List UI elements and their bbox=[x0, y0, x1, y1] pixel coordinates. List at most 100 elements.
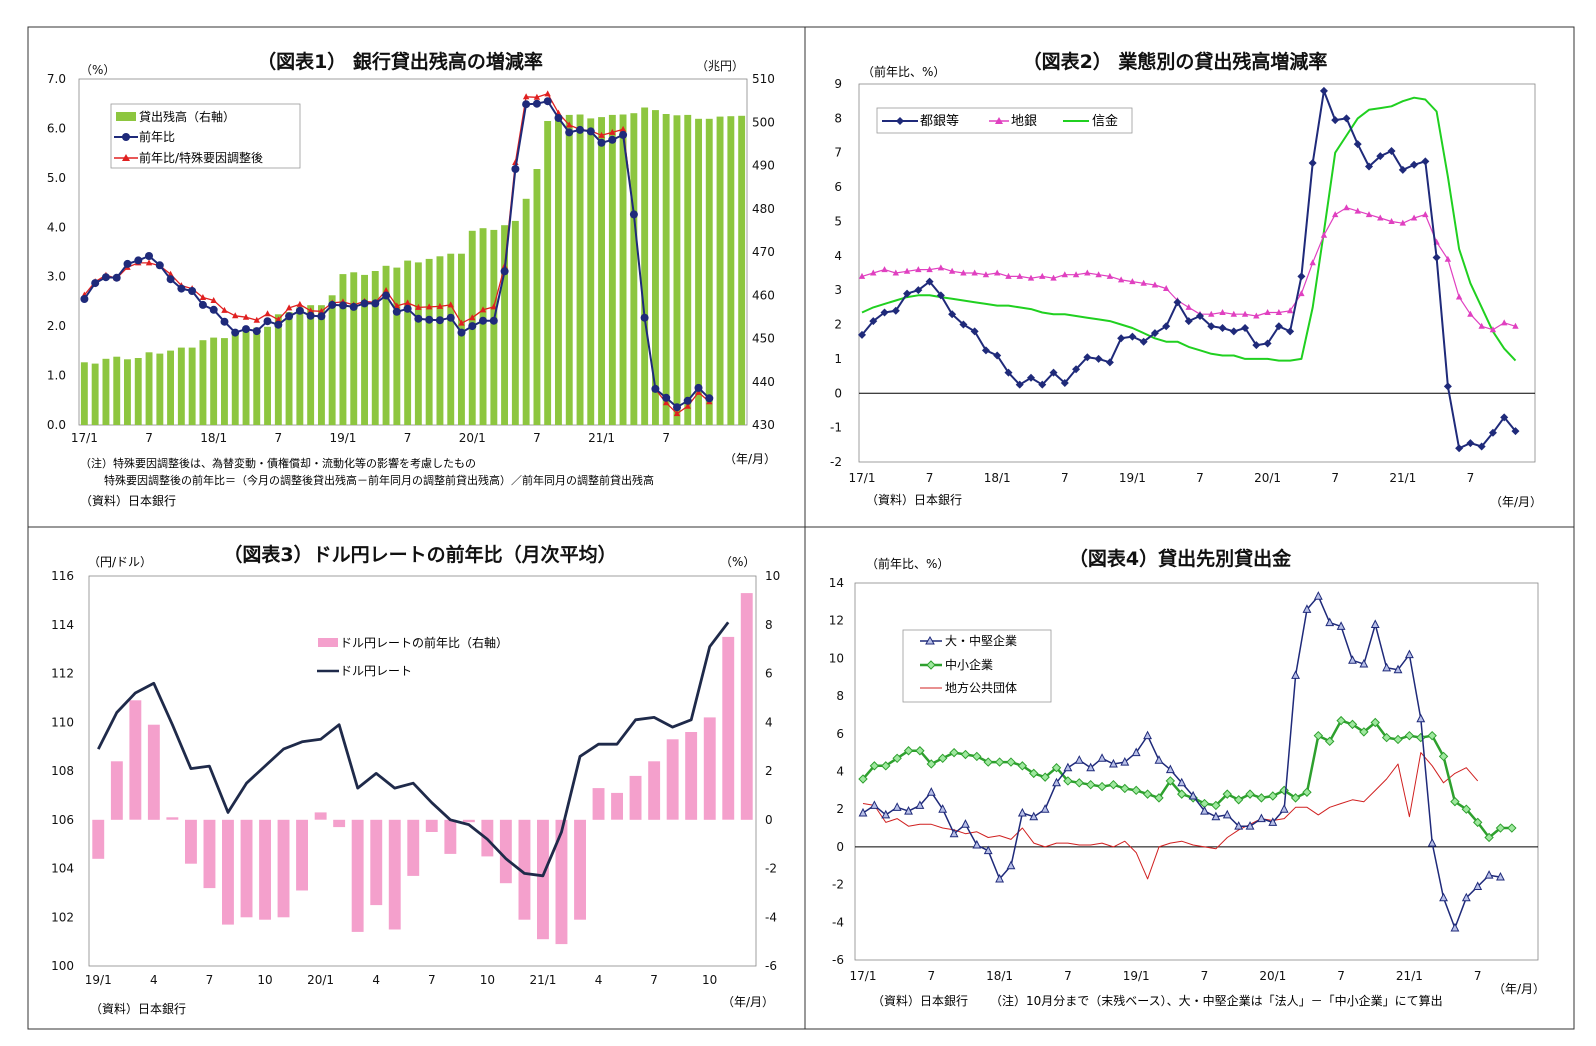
fx-yoy-bar bbox=[147, 724, 160, 820]
c2-y-tick-8: 6 bbox=[834, 180, 842, 194]
c2-y-tick-4: 2 bbox=[834, 318, 842, 332]
regional-point bbox=[1072, 271, 1080, 278]
sme-point bbox=[1461, 804, 1472, 814]
sme-point bbox=[1404, 730, 1415, 741]
yoy-point bbox=[705, 394, 714, 403]
regional-point bbox=[1095, 271, 1102, 278]
city-bank-point bbox=[1117, 334, 1126, 343]
regional-point bbox=[971, 269, 978, 276]
regional-point bbox=[1309, 259, 1316, 266]
city-bank-point bbox=[1455, 444, 1464, 453]
legend-marker-city bbox=[896, 117, 904, 125]
loan-balance-bar bbox=[555, 115, 562, 426]
sme-point bbox=[892, 753, 902, 764]
sme-point bbox=[1416, 732, 1426, 743]
c1-right-tick-5: 480 bbox=[752, 202, 775, 216]
large-firm-point bbox=[1211, 811, 1221, 821]
c3-x-tick-2: 7 bbox=[206, 973, 214, 987]
adjusted-yoy-point bbox=[264, 310, 271, 317]
legend-marker-sme bbox=[926, 660, 936, 670]
c3-right-tick-6: 6 bbox=[765, 667, 773, 681]
chart-1-source: （資料）日本銀行 bbox=[80, 494, 176, 508]
large-firm-point bbox=[1302, 604, 1312, 613]
city-bank-point bbox=[1072, 365, 1081, 374]
loan-balance-bar bbox=[619, 114, 627, 425]
sme-point bbox=[1051, 763, 1062, 773]
large-firm-point bbox=[961, 819, 970, 828]
regional-point bbox=[858, 272, 866, 279]
large-firm-point bbox=[1165, 764, 1175, 774]
chart-2: （図表2） 業態別の貸出残高増減率 （前年比、%） -2 -1 0 1 2 3 4 5 6 7 8 9… bbox=[830, 50, 1542, 509]
fx-yoy-bar bbox=[611, 792, 623, 820]
large-firm-point bbox=[1268, 817, 1278, 826]
legend-swatch-bar bbox=[116, 112, 136, 121]
c1-x-tick-9: 7 bbox=[662, 431, 670, 445]
loan-balance-bar bbox=[361, 274, 368, 425]
city-bank-point bbox=[1139, 337, 1148, 346]
loan-balance-bar bbox=[188, 347, 196, 425]
yoy-point bbox=[252, 327, 261, 336]
fx-yoy-bar bbox=[462, 819, 475, 823]
c1-right-tick-8: 510 bbox=[752, 72, 775, 86]
sme-point bbox=[1108, 779, 1119, 790]
fx-yoy-bar bbox=[722, 636, 735, 820]
fx-yoy-bar bbox=[555, 819, 568, 945]
adjusted-yoy-point bbox=[318, 307, 325, 314]
city-bank-point bbox=[1376, 152, 1385, 161]
large-firm-point bbox=[1109, 758, 1118, 768]
regional-point bbox=[1039, 272, 1046, 279]
yoy-point bbox=[683, 396, 692, 405]
c2-y-tick-7: 5 bbox=[834, 214, 842, 228]
c3-x-tick-11: 10 bbox=[702, 973, 717, 987]
c1-left-tick-1: 1.0 bbox=[47, 369, 66, 383]
yoy-point bbox=[554, 114, 563, 122]
fx-yoy-bar bbox=[388, 819, 401, 930]
large-firm-point bbox=[1336, 621, 1346, 630]
loan-balance-bar bbox=[264, 326, 271, 425]
loan-balance-bar bbox=[705, 118, 713, 426]
loan-balance-bar bbox=[458, 253, 465, 425]
fx-yoy-bar bbox=[425, 819, 438, 832]
loan-balance-bar bbox=[608, 114, 616, 426]
yoy-point bbox=[662, 393, 671, 402]
sme-point bbox=[1450, 796, 1460, 807]
regional-point bbox=[1399, 219, 1406, 226]
adjusted-yoy-point bbox=[673, 410, 681, 417]
yoy-point bbox=[155, 261, 164, 270]
adjusted-yoy-point bbox=[285, 304, 293, 311]
loan-balance-bar bbox=[210, 337, 218, 425]
regional-point bbox=[1410, 214, 1418, 221]
sme-point bbox=[1347, 719, 1358, 730]
city-bank-point bbox=[1500, 413, 1509, 422]
large-firm-point bbox=[1404, 649, 1414, 659]
sme-point bbox=[1268, 791, 1278, 801]
c2-x-tick-0: 17/1 bbox=[849, 471, 876, 485]
large-firm-point bbox=[1177, 777, 1187, 787]
large-firm-point bbox=[1131, 747, 1141, 757]
yoy-point bbox=[360, 299, 369, 308]
large-firm-point bbox=[1348, 655, 1357, 664]
fx-yoy-bar bbox=[351, 819, 364, 932]
c1-right-tick-4: 470 bbox=[752, 245, 775, 259]
c2-x-tick-6: 20/1 bbox=[1254, 471, 1281, 485]
adjusted-yoy-point bbox=[242, 313, 250, 320]
fx-yoy-bar bbox=[277, 819, 290, 918]
regional-point bbox=[982, 271, 990, 278]
yoy-point bbox=[328, 300, 337, 309]
loan-balance-bar bbox=[695, 118, 702, 426]
city-bank-point bbox=[925, 277, 934, 286]
loan-balance-bar bbox=[134, 358, 142, 425]
large-firm-point bbox=[1154, 755, 1164, 764]
c1-x-tick-3: 7 bbox=[275, 431, 283, 445]
large-firm-point bbox=[1450, 922, 1460, 932]
city-bank-point bbox=[1365, 162, 1373, 171]
chart-4-plot-area bbox=[854, 582, 1539, 961]
c1-left-tick-5: 5.0 bbox=[47, 171, 66, 185]
large-firm-point bbox=[869, 800, 879, 809]
chart-3-plot-area bbox=[88, 575, 757, 967]
legend-label-yoy: 前年比 bbox=[139, 129, 175, 144]
yoy-point bbox=[673, 403, 681, 412]
legend-marker-adjusted bbox=[122, 154, 130, 161]
legend-label-fx: ドル円レート bbox=[340, 664, 412, 678]
loan-balance-bar bbox=[522, 198, 530, 425]
